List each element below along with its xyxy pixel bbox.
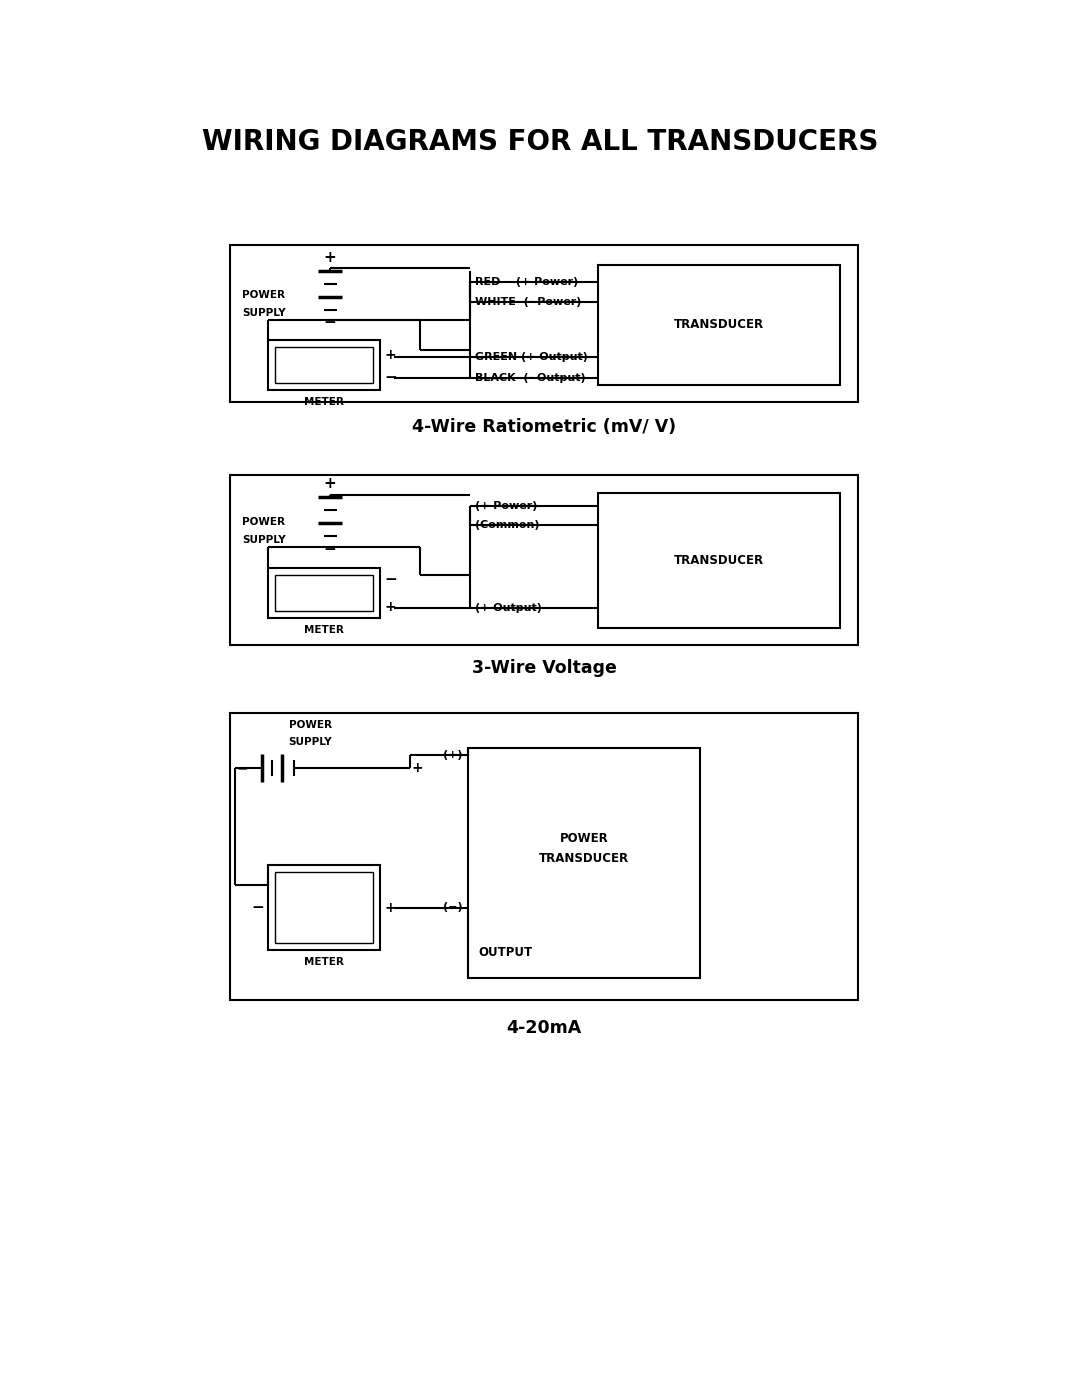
Text: WHITE  (- Power): WHITE (- Power): [475, 298, 581, 307]
Text: −: −: [237, 761, 248, 775]
Text: METER: METER: [305, 397, 343, 407]
Text: (+ Power): (+ Power): [475, 502, 538, 511]
Text: +: +: [411, 761, 423, 775]
Bar: [598, 265, 840, 386]
Text: SUPPLY: SUPPLY: [242, 307, 285, 319]
Text: (−): (−): [444, 902, 463, 912]
Bar: [230, 244, 858, 402]
Text: +: +: [384, 901, 395, 915]
Bar: [598, 493, 840, 629]
Text: POWER: POWER: [559, 831, 608, 845]
Text: POWER: POWER: [242, 517, 285, 527]
Bar: [268, 865, 380, 950]
Text: (+ Output): (+ Output): [475, 604, 542, 613]
Bar: [268, 569, 380, 617]
Text: −: −: [324, 542, 336, 557]
Text: RED    (+ Power): RED (+ Power): [475, 277, 578, 286]
Bar: [275, 346, 373, 383]
Text: TRANSDUCER: TRANSDUCER: [674, 319, 764, 331]
Text: −: −: [252, 900, 264, 915]
Text: −: −: [384, 573, 396, 588]
Text: TRANSDUCER: TRANSDUCER: [674, 555, 764, 567]
Bar: [230, 712, 858, 1000]
Bar: [275, 872, 373, 943]
Text: +: +: [384, 348, 395, 362]
Text: BLACK  (- Output): BLACK (- Output): [475, 373, 585, 383]
Text: SUPPLY: SUPPLY: [242, 535, 285, 545]
Text: SUPPLY: SUPPLY: [288, 738, 332, 747]
Text: METER: METER: [305, 957, 343, 967]
Text: 4-20mA: 4-20mA: [507, 1018, 582, 1037]
Text: METER: METER: [305, 624, 343, 636]
Text: 4-Wire Ratiometric (mV/ V): 4-Wire Ratiometric (mV/ V): [411, 418, 676, 436]
Text: POWER: POWER: [288, 719, 332, 731]
Bar: [268, 339, 380, 390]
Text: TRANSDUCER: TRANSDUCER: [539, 852, 629, 865]
Text: −: −: [324, 314, 336, 330]
Text: POWER: POWER: [242, 291, 285, 300]
Text: −: −: [384, 370, 396, 386]
Text: OUTPUT: OUTPUT: [478, 947, 532, 960]
Text: WIRING DIAGRAMS FOR ALL TRANSDUCERS: WIRING DIAGRAMS FOR ALL TRANSDUCERS: [202, 129, 878, 156]
Text: +: +: [324, 476, 336, 492]
Text: +: +: [384, 599, 395, 615]
Bar: [468, 747, 700, 978]
Text: (Common): (Common): [475, 520, 540, 529]
Text: +: +: [324, 250, 336, 265]
Bar: [275, 576, 373, 610]
Text: (+): (+): [444, 750, 463, 760]
Bar: [230, 475, 858, 645]
Text: GREEN (+ Output): GREEN (+ Output): [475, 352, 588, 362]
Text: 3-Wire Voltage: 3-Wire Voltage: [472, 659, 617, 678]
